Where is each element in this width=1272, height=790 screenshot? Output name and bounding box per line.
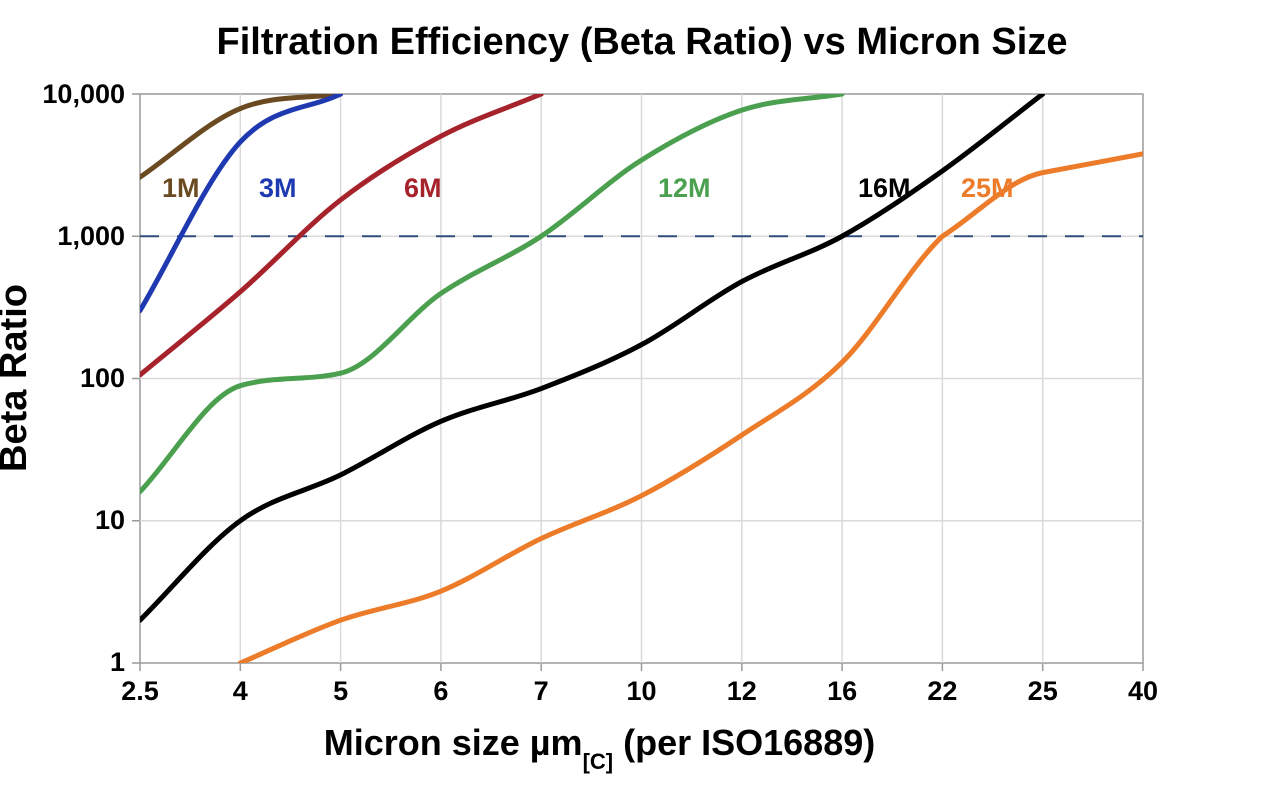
svg-text:5: 5 — [333, 676, 348, 706]
svg-text:25: 25 — [1028, 676, 1058, 706]
svg-text:1: 1 — [110, 647, 125, 677]
svg-text:10: 10 — [95, 505, 125, 535]
svg-text:1M: 1M — [162, 173, 200, 203]
svg-text:10,000: 10,000 — [42, 79, 125, 109]
svg-text:12: 12 — [727, 676, 757, 706]
svg-text:2.5: 2.5 — [121, 676, 159, 706]
svg-text:25M: 25M — [961, 173, 1014, 203]
svg-text:100: 100 — [80, 363, 125, 393]
svg-text:6: 6 — [433, 676, 448, 706]
svg-text:7: 7 — [534, 676, 549, 706]
svg-text:10: 10 — [626, 676, 656, 706]
svg-text:16M: 16M — [858, 173, 911, 203]
svg-text:40: 40 — [1128, 676, 1158, 706]
svg-text:6M: 6M — [404, 173, 442, 203]
svg-text:Beta Ratio: Beta Ratio — [0, 284, 35, 472]
svg-text:12M: 12M — [658, 173, 711, 203]
svg-text:1,000: 1,000 — [57, 221, 125, 251]
svg-text:22: 22 — [927, 676, 957, 706]
svg-text:4: 4 — [233, 676, 248, 706]
svg-text:16: 16 — [827, 676, 857, 706]
svg-text:3M: 3M — [259, 173, 297, 203]
